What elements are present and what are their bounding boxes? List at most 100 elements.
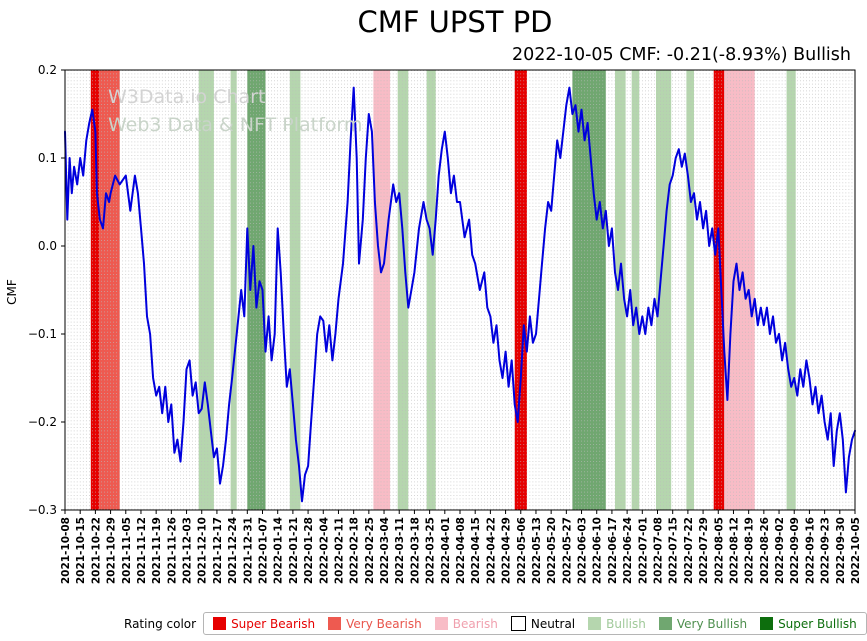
x-tick-label: 2022-07-22 bbox=[683, 517, 695, 584]
rating-band-super_bearish bbox=[713, 70, 725, 510]
legend-swatch bbox=[658, 617, 672, 630]
x-tick-label: 2021-11-12 bbox=[136, 517, 148, 584]
watermark-line1: W3Data.io Chart bbox=[108, 86, 265, 108]
legend-swatch bbox=[213, 617, 227, 630]
legend-item-bullish: Bullish bbox=[588, 617, 646, 631]
x-tick-label: 2022-04-08 bbox=[455, 517, 467, 584]
x-tick-label: 2022-07-08 bbox=[653, 517, 665, 584]
x-tick-label: 2022-01-21 bbox=[288, 517, 300, 584]
x-tick-label: 2022-07-01 bbox=[637, 517, 649, 584]
x-tick-label: 2022-04-22 bbox=[485, 517, 497, 584]
x-tick-label: 2022-02-11 bbox=[334, 517, 346, 584]
x-tick-label: 2022-04-15 bbox=[470, 517, 482, 584]
x-tick-label: 2022-03-04 bbox=[379, 517, 391, 584]
legend-item-super-bullish: Super Bullish bbox=[760, 617, 857, 631]
x-tick-label: 2022-03-11 bbox=[394, 517, 406, 584]
legend-item-very-bearish: Very Bearish bbox=[328, 617, 422, 631]
x-tick-label: 2022-06-24 bbox=[622, 517, 634, 584]
legend: Rating color Super Bearish Very Bearish Be… bbox=[124, 612, 867, 635]
legend-item-label: Very Bearish bbox=[346, 616, 422, 631]
x-tick-label: 2021-10-22 bbox=[90, 517, 102, 584]
x-tick-label: 2021-11-26 bbox=[166, 517, 178, 584]
y-tick-label: −0.2 bbox=[28, 415, 57, 429]
x-tick-label: 2022-09-02 bbox=[774, 517, 786, 584]
x-tick-label: 2022-09-23 bbox=[820, 517, 832, 584]
watermark-line2: Web3 Data & NFT Platform bbox=[108, 114, 362, 136]
x-tick-label: 2022-05-06 bbox=[516, 517, 528, 584]
x-tick-label: 2022-04-01 bbox=[440, 517, 452, 584]
legend-swatch bbox=[760, 617, 774, 630]
x-tick-label: 2022-01-28 bbox=[303, 517, 315, 584]
x-tick-label: 2022-08-19 bbox=[744, 517, 756, 584]
legend-item-neutral: Neutral bbox=[510, 616, 575, 631]
x-tick-label: 2022-03-25 bbox=[425, 517, 437, 584]
x-tick-label: 2021-11-19 bbox=[151, 517, 163, 584]
legend-item-label: Super Bullish bbox=[778, 616, 857, 631]
rating-band-bullish bbox=[289, 70, 301, 510]
y-tick-label: 0.0 bbox=[38, 239, 57, 253]
rating-band-bullish bbox=[230, 70, 237, 510]
legend-item-very-bullish: Very Bullish bbox=[658, 616, 748, 631]
y-tick-label: 0.1 bbox=[38, 151, 57, 165]
y-tick-label: −0.1 bbox=[28, 327, 57, 341]
x-tick-label: 2022-01-14 bbox=[273, 517, 285, 584]
legend-title: Rating color bbox=[124, 616, 197, 631]
legend-item-super-bearish: Super Bearish bbox=[213, 617, 315, 631]
x-tick-label: 2022-08-05 bbox=[713, 517, 725, 584]
x-tick-label: 2022-06-10 bbox=[592, 517, 604, 584]
legend-item-label: Very Bullish bbox=[676, 616, 748, 631]
x-tick-label: 2022-02-04 bbox=[318, 517, 330, 584]
x-tick-label: 2022-06-03 bbox=[577, 517, 589, 584]
rating-band-bullish bbox=[786, 70, 796, 510]
x-tick-label: 2022-03-18 bbox=[409, 517, 421, 584]
x-tick-label: 2022-09-30 bbox=[835, 517, 847, 584]
x-tick-label: 2022-10-05 bbox=[850, 517, 862, 584]
legend-swatch bbox=[434, 617, 448, 630]
x-tick-label: 2022-02-18 bbox=[349, 517, 361, 584]
x-tick-label: 2021-10-08 bbox=[60, 517, 72, 584]
x-tick-label: 2022-08-26 bbox=[759, 517, 771, 584]
legend-swatch bbox=[588, 617, 602, 630]
x-tick-label: 2021-12-24 bbox=[227, 517, 239, 584]
y-tick-label: −0.3 bbox=[28, 503, 57, 517]
rating-band-bullish bbox=[615, 70, 626, 510]
x-tick-label: 2022-01-07 bbox=[258, 517, 270, 584]
x-tick-label: 2022-05-20 bbox=[546, 517, 558, 584]
rating-band-bullish bbox=[397, 70, 409, 510]
page-title: CMF UPST PD bbox=[357, 5, 553, 39]
x-tick-label: 2022-06-17 bbox=[607, 517, 619, 584]
rating-band-bullish bbox=[426, 70, 436, 510]
x-tick-label: 2022-05-27 bbox=[561, 517, 573, 584]
rating-band-bullish bbox=[686, 70, 694, 510]
x-tick-label: 2022-02-25 bbox=[364, 517, 376, 584]
rating-band-super_bearish bbox=[90, 70, 100, 510]
legend-swatch bbox=[510, 616, 526, 631]
x-tick-label: 2021-12-31 bbox=[242, 517, 254, 584]
x-tick-label: 2021-10-15 bbox=[75, 517, 87, 584]
rating-band-bearish bbox=[373, 70, 391, 510]
x-tick-label: 2022-05-13 bbox=[531, 517, 543, 584]
cmf-line bbox=[64, 86, 856, 503]
legend-item-label: Super Bearish bbox=[231, 616, 316, 631]
series-layer bbox=[64, 86, 856, 503]
rating-band-bullish bbox=[656, 70, 672, 510]
x-tick-label: 2021-12-10 bbox=[197, 517, 209, 584]
y-tick-label: 0.2 bbox=[38, 63, 57, 77]
legend-box: Super Bearish Very Bearish Bearish Neutral B… bbox=[203, 612, 867, 635]
legend-item-bearish: Bearish bbox=[434, 616, 498, 631]
x-tick-label: 2022-07-15 bbox=[668, 517, 680, 584]
rating-band-bullish bbox=[631, 70, 640, 510]
chart-subtitle: 2022-10-05 CMF: -0.21(-8.93%) Bullish bbox=[511, 45, 851, 65]
x-tick-label: 2022-08-12 bbox=[729, 517, 741, 584]
legend-item-label: Bullish bbox=[606, 616, 646, 631]
x-tick-label: 2021-12-03 bbox=[182, 517, 194, 584]
rating-bands-layer bbox=[90, 70, 796, 510]
x-tick-label: 2021-11-05 bbox=[121, 517, 133, 584]
x-tick-label: 2022-09-09 bbox=[789, 517, 801, 584]
legend-item-label: Bearish bbox=[452, 616, 498, 631]
legend-swatch bbox=[328, 617, 342, 630]
x-tick-label: 2022-04-29 bbox=[501, 517, 513, 584]
